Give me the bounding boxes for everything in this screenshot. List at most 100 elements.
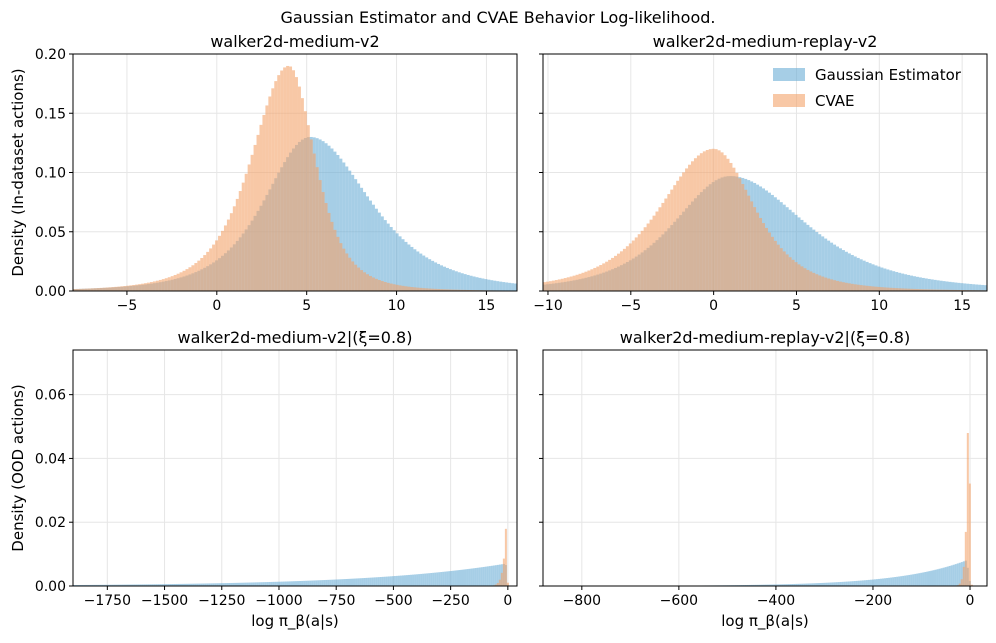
histogram-bar (835, 582, 838, 586)
histogram-bar (111, 584, 114, 586)
histogram-bar (87, 288, 91, 291)
histogram-bar (746, 584, 749, 586)
histogram-bar (369, 577, 372, 586)
histogram-bar (849, 581, 852, 586)
histogram-bar (288, 581, 291, 586)
histogram-bar (753, 207, 757, 291)
histogram-bar (628, 243, 632, 291)
histogram-bar (514, 283, 517, 291)
histogram-bar (924, 289, 928, 291)
histogram-bar (345, 253, 349, 291)
histogram-bar (161, 584, 164, 586)
histogram-bar (895, 288, 899, 291)
histogram-bar (815, 231, 819, 291)
histogram-bar (886, 269, 890, 291)
histogram-bar (975, 284, 979, 291)
histogram-bar (765, 584, 768, 586)
histogram-bar (827, 278, 831, 291)
histogram-bar (367, 577, 370, 586)
histogram-bar (303, 111, 307, 291)
histogram-bar (354, 264, 358, 291)
histogram-bar (948, 289, 952, 291)
histogram-bar (658, 207, 662, 291)
histogram-bar (440, 572, 443, 586)
histogram-bar (135, 284, 139, 291)
histogram-bar (785, 254, 789, 291)
histogram-bar (102, 287, 106, 291)
histogram-bar (236, 582, 239, 586)
histogram-bar (431, 260, 435, 291)
histogram-bar (152, 281, 156, 291)
histogram-bar (649, 219, 653, 291)
histogram-bar (271, 88, 275, 291)
histogram-bar (821, 236, 825, 291)
histogram-bar (960, 562, 963, 586)
histogram-bar (424, 573, 427, 586)
histogram-bar (466, 274, 470, 291)
histogram-bar (493, 280, 497, 291)
histogram-bar (184, 583, 187, 586)
histogram-bar (446, 571, 449, 586)
x-tick-label: −500 (374, 593, 412, 609)
histogram-bar (856, 257, 860, 291)
histogram-bar (476, 567, 479, 586)
histogram-bar (361, 578, 364, 586)
histogram-bar (325, 579, 328, 586)
histogram-bar (490, 280, 494, 291)
histogram-bar (226, 583, 229, 586)
histogram-bar (379, 577, 382, 586)
histogram-bar (185, 269, 189, 291)
histogram-bar (99, 584, 102, 586)
histogram-bar (392, 230, 396, 291)
histogram-bar (741, 183, 745, 291)
histogram-bar (274, 581, 277, 586)
histogram-bar (466, 569, 469, 586)
histogram-bar (554, 280, 558, 291)
histogram-bar (934, 569, 937, 586)
histogram-bar (115, 584, 118, 586)
histogram-bar (951, 282, 955, 291)
histogram-bar (324, 203, 328, 291)
histogram-bar (232, 206, 236, 291)
histogram-bar (432, 572, 435, 586)
histogram-bar (833, 280, 837, 291)
histogram-bar (750, 201, 754, 291)
histogram-bar (886, 578, 889, 586)
histogram-bar (188, 267, 192, 291)
histogram-bar (235, 198, 239, 291)
histogram-bar (210, 583, 213, 586)
histogram-bar (457, 289, 461, 291)
panel-title: walker2d-medium-replay-v2 (653, 32, 878, 51)
histogram-bar (865, 285, 869, 291)
x-tick-label: 0 (503, 593, 512, 609)
histogram-bar (95, 584, 98, 586)
histogram-bar (927, 289, 931, 291)
histogram-bar (345, 578, 348, 586)
histogram-bar (948, 565, 951, 586)
x-tick-label: −250 (431, 593, 469, 609)
series-gaussian-estimator (73, 563, 509, 586)
histogram-bar (425, 288, 429, 291)
y-tick-label: 0.10 (35, 166, 66, 182)
histogram-bar (144, 283, 147, 291)
histogram-bar (922, 572, 925, 586)
histogram-bar (91, 584, 94, 586)
histogram-bar (787, 584, 790, 586)
histogram-bar (218, 235, 221, 291)
histogram-bar (593, 267, 597, 291)
histogram-bar (454, 570, 457, 586)
histogram-bar (443, 289, 446, 291)
histogram-bar (149, 584, 152, 586)
histogram-bar (383, 220, 387, 291)
histogram-bar (375, 577, 378, 586)
histogram-bar (244, 582, 247, 586)
histogram-bar (318, 180, 322, 291)
histogram-bar (190, 583, 193, 586)
histogram-bar (859, 580, 862, 586)
histogram-bar (939, 280, 943, 291)
histogram-bar (395, 233, 399, 291)
histogram-bar (398, 236, 402, 291)
histogram-bar (440, 289, 443, 291)
histogram-bar (404, 241, 408, 291)
histogram-bar (248, 582, 251, 586)
